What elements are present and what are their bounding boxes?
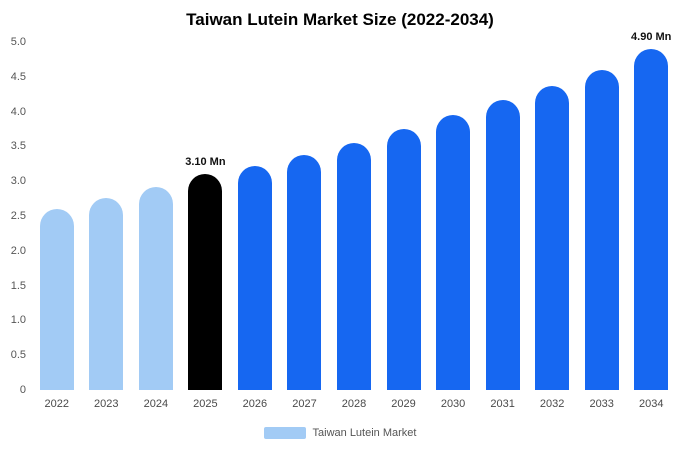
bar-2028	[337, 142, 371, 390]
y-tick-label: 3.0	[10, 175, 26, 188]
x-tick-label-2030: 2030	[440, 398, 466, 410]
y-tick-label: 4.0	[10, 105, 26, 118]
x-tick-label-2028: 2028	[341, 398, 367, 410]
x-tick-label-2022: 2022	[44, 398, 70, 410]
x-tick-label-2027: 2027	[292, 398, 317, 410]
x-tick-label-2031: 2031	[490, 398, 515, 410]
chart-title: Taiwan Lutein Market Size (2022-2034)	[186, 10, 494, 29]
bar-2026	[237, 165, 272, 390]
bar-2024	[138, 186, 173, 390]
y-tick-label: 2.0	[10, 244, 26, 257]
bar-2027	[287, 154, 322, 390]
x-tick-label-2029: 2029	[391, 398, 416, 410]
x-tick-label-2034: 2034	[638, 398, 664, 410]
x-tick-label-2032: 2032	[539, 398, 565, 410]
y-tick-label: 2.5	[10, 210, 26, 222]
legend-label: Taiwan Lutein Market	[312, 427, 417, 439]
y-tick-label: 1.5	[10, 279, 26, 292]
bar-2023	[89, 197, 124, 390]
value-label-2034: 4.90 Mn	[631, 30, 672, 43]
value-label-2025: 3.10 Mn	[185, 156, 226, 169]
y-tick-label: 3.5	[10, 140, 26, 153]
bar-2025	[188, 174, 223, 390]
x-tick-label-2025: 2025	[193, 398, 218, 410]
x-tick-label-2023: 2023	[94, 398, 119, 410]
bar-2022	[39, 209, 74, 390]
bar-2033	[584, 69, 619, 390]
x-axis: 2022 2023 2024 2025 2026 2027 2028 2029 2030 2031…	[32, 398, 676, 414]
x-tick-label-2026: 2026	[242, 398, 268, 410]
legend-swatch	[263, 427, 306, 439]
y-tick-label: 5.0	[10, 36, 26, 48]
x-tick-label-2024: 2024	[143, 398, 169, 410]
legend: Taiwan Lutein Market	[0, 427, 680, 439]
x-tick-label-2033: 2033	[589, 398, 614, 410]
bar-2034	[634, 48, 669, 390]
y-tick-label: 1.0	[10, 314, 26, 327]
y-tick-label: 4.5	[10, 70, 26, 83]
bar-2031	[485, 100, 520, 390]
bar-2030	[436, 115, 471, 390]
y-tick-label: 0	[19, 384, 26, 396]
bar-2032	[535, 85, 570, 390]
y-axis: 5.0 4.5 4.0 3.5 3.0 2.5 2.0 1.5 1.0 0.5 0	[0, 36, 26, 396]
bar-2029	[386, 129, 421, 390]
y-tick-label: 0.5	[10, 349, 26, 362]
plot-area: 3.10 Mn 4.90 Mn	[32, 31, 676, 390]
